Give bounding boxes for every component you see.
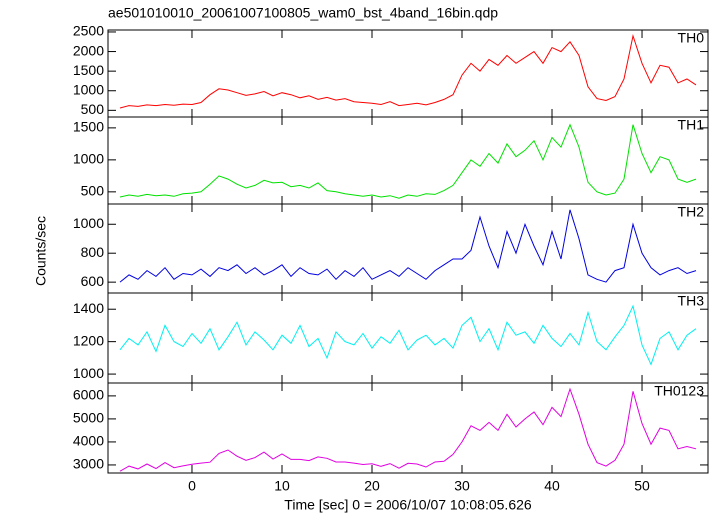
y-tick-label: 1000 — [73, 365, 104, 381]
x-tick-label: 10 — [274, 478, 290, 494]
x-axis-label: Time [sec] 0 = 2006/10/07 10:08:05.626 — [284, 497, 532, 513]
y-axis-label: Counts/sec — [33, 216, 49, 286]
light-curve — [119, 123, 697, 199]
x-tick-label: 50 — [634, 478, 650, 494]
panel-frame — [107, 292, 709, 384]
panel-label: TH1 — [678, 117, 705, 133]
panel-label: TH3 — [678, 293, 705, 309]
x-tick-label: 40 — [544, 478, 560, 494]
y-tick-label: 1400 — [73, 300, 104, 316]
panel-frame — [107, 29, 709, 118]
chart-title: ae501010010_20061007100805_wam0_bst_4ban… — [108, 5, 498, 21]
light-curve — [119, 33, 697, 109]
panel-frame — [107, 382, 709, 474]
y-tick-label: 1500 — [73, 119, 104, 135]
y-tick-label: 600 — [81, 273, 105, 289]
y-tick-label: 3000 — [73, 456, 104, 472]
panel-label: TH0 — [678, 30, 705, 46]
panel-frame — [107, 203, 709, 294]
y-tick-label: 500 — [81, 183, 105, 199]
y-tick-label: 1000 — [73, 81, 104, 97]
x-tick-label: 0 — [188, 478, 196, 494]
x-tick-label: 30 — [454, 478, 470, 494]
y-tick-label: 6000 — [73, 387, 104, 403]
y-tick-label: 500 — [81, 101, 105, 117]
panel-frame — [107, 116, 709, 205]
panel-label: TH2 — [678, 204, 705, 220]
light-curve — [119, 387, 697, 472]
y-tick-label: 5000 — [73, 410, 104, 426]
light-curve — [119, 209, 697, 283]
y-tick-label: 2500 — [73, 23, 104, 39]
y-tick-label: 1000 — [73, 151, 104, 167]
x-tick-label: 20 — [364, 478, 380, 494]
y-tick-label: 4000 — [73, 433, 104, 449]
y-tick-label: 800 — [81, 244, 105, 260]
y-tick-label: 1200 — [73, 332, 104, 348]
panel-label: TH0123 — [654, 383, 704, 399]
y-tick-label: 1000 — [73, 215, 104, 231]
y-tick-label: 1500 — [73, 62, 104, 78]
y-tick-label: 2000 — [73, 42, 104, 58]
light-curve — [119, 304, 697, 366]
